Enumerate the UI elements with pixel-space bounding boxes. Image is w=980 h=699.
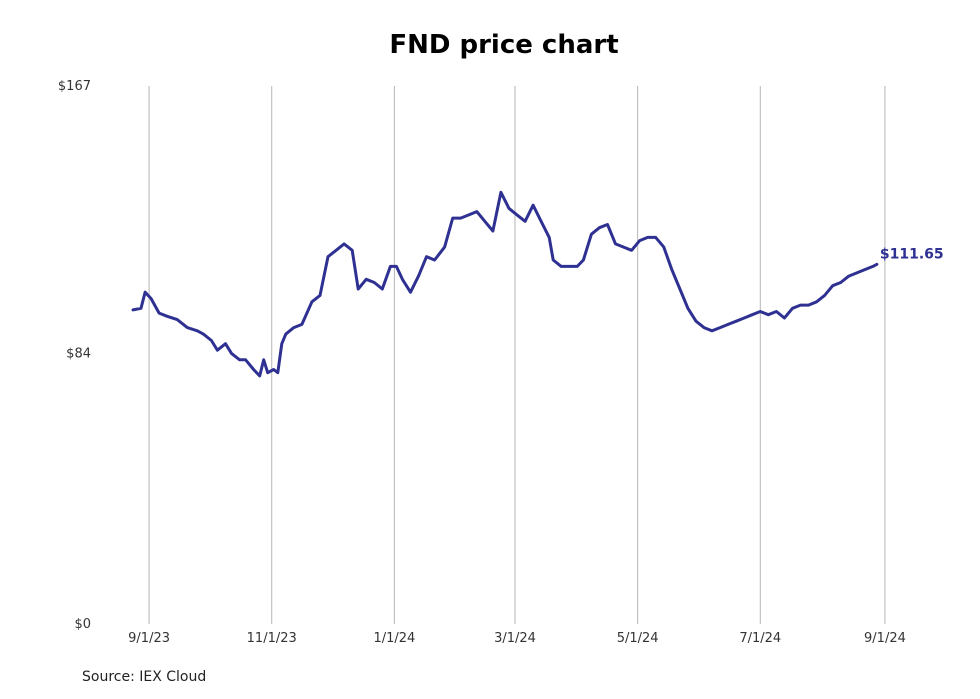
- last-price-label: $111.65: [880, 246, 944, 262]
- source-note: Source: IEX Cloud: [82, 669, 207, 685]
- x-tick-label: 11/1/23: [247, 631, 297, 646]
- x-tick-label: 3/1/24: [494, 631, 536, 646]
- gridlines: [148, 86, 886, 624]
- y-tick-label: $0: [74, 617, 91, 632]
- y-tick-label: $167: [58, 79, 91, 94]
- y-tick-label: $84: [66, 346, 91, 361]
- x-tick-label: 1/1/24: [373, 631, 415, 646]
- x-axis-ticks: 9/1/23 11/1/23 1/1/24 3/1/24 5/1/24 7/1/24 9/1…: [128, 631, 906, 646]
- x-tick-label: 9/1/23: [128, 631, 170, 646]
- x-tick-label: 5/1/24: [617, 631, 659, 646]
- x-tick-label: 7/1/24: [739, 631, 781, 646]
- price-line: [131, 190, 879, 378]
- x-tick-label: 9/1/24: [864, 631, 906, 646]
- chart-title: FND price chart: [389, 30, 619, 60]
- y-axis-ticks: $167 $84 $0: [58, 79, 91, 632]
